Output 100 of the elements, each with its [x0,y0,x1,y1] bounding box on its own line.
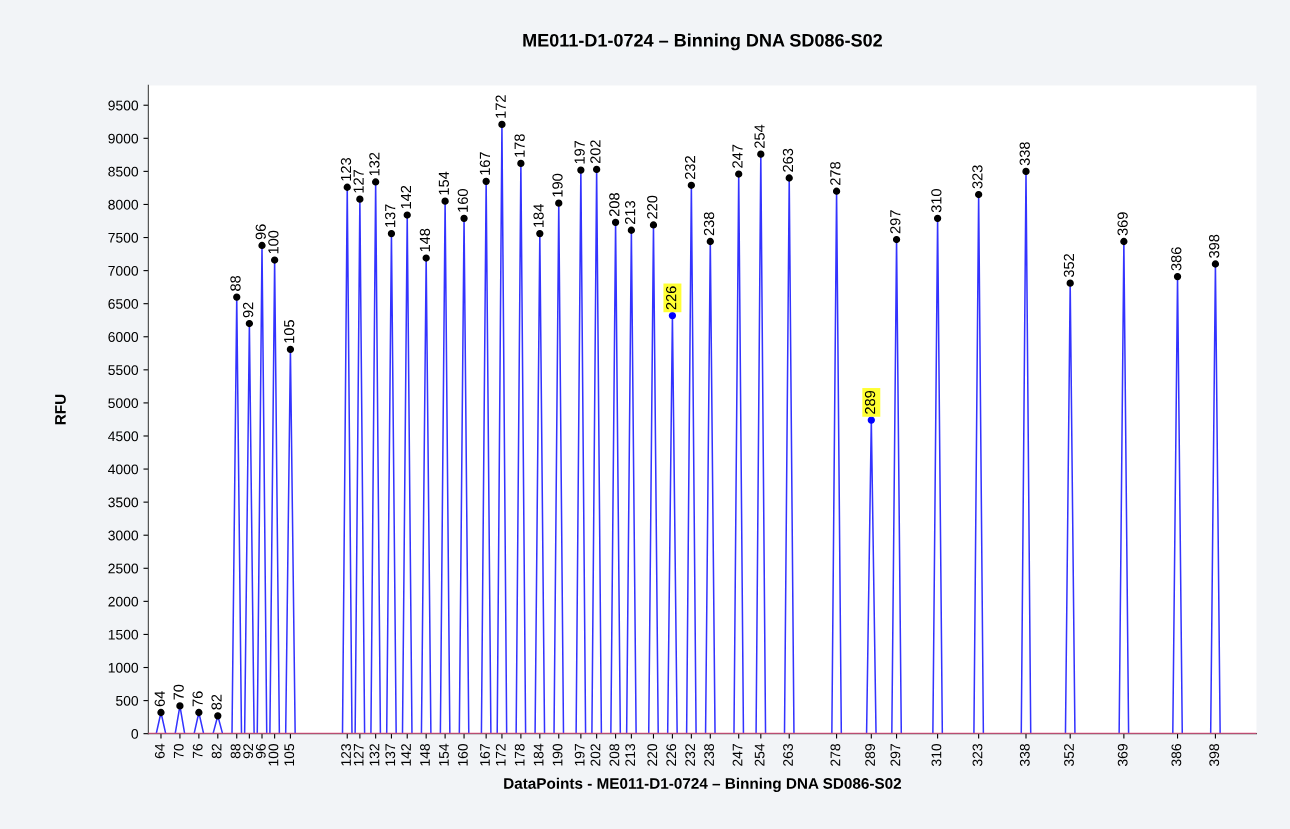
x-tick-label: 289 [865,744,876,766]
annotation: 232 [684,156,696,179]
annotation: 105 [284,320,295,343]
x-tick-label: 386 [1171,744,1182,767]
annotation: 172 [495,95,506,118]
annotation: 208 [609,193,620,217]
x-tick-label: 123 [341,744,351,766]
annotation: 278 [830,161,841,185]
annotation: 123 [340,158,352,181]
y-tick-label: 3500 [108,497,139,508]
annotation: 148 [419,228,431,252]
x-tick-label: 82 [211,744,222,759]
y-tick-label: 5500 [108,365,139,375]
y-tick-label: 9000 [108,133,139,144]
annotation: 226 [666,286,677,310]
x-tick-label: 70 [173,743,184,759]
annotation: 238 [703,212,715,236]
annotation: 137 [385,204,396,227]
x-tick-label: 190 [552,743,563,766]
x-tick-label: 96 [255,744,266,759]
x-tick-label: 323 [972,744,983,767]
annotation: 297 [890,210,901,234]
annotation: 202 [590,140,601,164]
annotation: 398 [1209,234,1220,258]
x-tick-label: 238 [704,743,715,766]
y-tick-label: 8000 [108,199,139,210]
x-tick-label: 137 [385,744,396,766]
y-tick-label: 4000 [108,464,139,475]
annotation: 289 [864,390,876,414]
y-tick-label: 7000 [108,265,139,276]
x-tick-label: 105 [284,743,295,766]
x-tick-label: 88 [230,743,241,759]
x-tick-label: 142 [401,744,411,766]
x-tick-label: 263 [783,744,793,766]
annotation: 178 [514,134,525,157]
x-tick-label: 184 [533,743,544,766]
x-tick-label: 178 [514,743,525,766]
annotation: 263 [782,148,794,172]
x-tick-label: 202 [590,744,601,766]
annotation: 338 [1019,142,1030,166]
annotation: 70 [173,684,184,700]
annotation: 369 [1117,212,1128,236]
x-tick-label: 148 [420,743,430,766]
x-tick-label: 369 [1117,744,1128,767]
x-tick-label: 352 [1064,744,1074,767]
x-tick-label: 172 [495,744,506,766]
x-tick-label: 208 [609,743,620,766]
annotation: 310 [931,189,942,213]
y-tick-label: 2500 [108,563,139,574]
annotation: 100 [268,230,279,254]
x-tick-label: 154 [439,743,449,766]
y-tick-label: 500 [116,695,139,706]
y-axis-title: RFU [55,394,66,425]
x-tick-label: 220 [647,743,658,766]
y-tick-label: 6000 [108,332,139,342]
annotation: 76 [192,691,203,707]
x-tick-label: 167 [480,744,490,766]
y-tick-label: 1500 [108,629,139,640]
annotation: 190 [552,173,563,197]
annotation: 254 [754,124,765,148]
x-tick-label: 160 [457,743,468,766]
annotation: 96 [255,224,266,240]
x-tick-label: 197 [574,744,585,766]
x-tick-label: 226 [666,744,677,766]
x-tick-label: 132 [369,744,380,766]
x-tick-label: 297 [890,744,901,766]
annotation: 213 [624,201,636,224]
chart-title: ME011-D1-0724 – Binning DNA SD086-S02 [523,33,882,51]
x-tick-label: 100 [268,743,279,766]
x-tick-label: 64 [154,743,165,759]
annotation: 352 [1063,254,1075,278]
y-tick-label: 8500 [108,166,139,177]
y-tick-label: 6500 [108,299,139,309]
annotation: 92 [242,302,254,318]
y-tick-label: 4500 [108,431,139,442]
annotation: 323 [972,165,983,189]
annotation: 64 [154,691,165,707]
x-tick-label: 92 [243,744,254,759]
annotation: 167 [479,152,491,175]
y-tick-label: 0 [131,729,139,739]
x-tick-label: 76 [192,744,203,759]
annotation: 154 [438,171,450,195]
annotation: 184 [533,204,544,227]
y-tick-label: 9500 [108,100,139,111]
x-tick-label: 310 [931,743,942,767]
annotation: 160 [457,189,468,212]
x-tick-label: 398 [1209,743,1220,767]
y-tick-label: 7500 [108,232,139,243]
annotation: 220 [647,195,658,219]
x-tick-label: 278 [830,743,841,766]
annotation: 142 [400,185,411,209]
x-tick-label: 232 [685,744,696,766]
annotation: 197 [574,140,585,164]
annotation: 82 [211,694,222,710]
x-axis-title: DataPoints - ME011-D1-0724 – Binning DNA SD086-S02 [504,777,902,792]
x-tick-label: 247 [732,744,743,766]
x-tick-label: 338 [1019,743,1030,767]
annotation: 88 [230,275,241,291]
annotation: 127 [353,170,364,193]
y-tick-label: 1000 [108,662,139,673]
